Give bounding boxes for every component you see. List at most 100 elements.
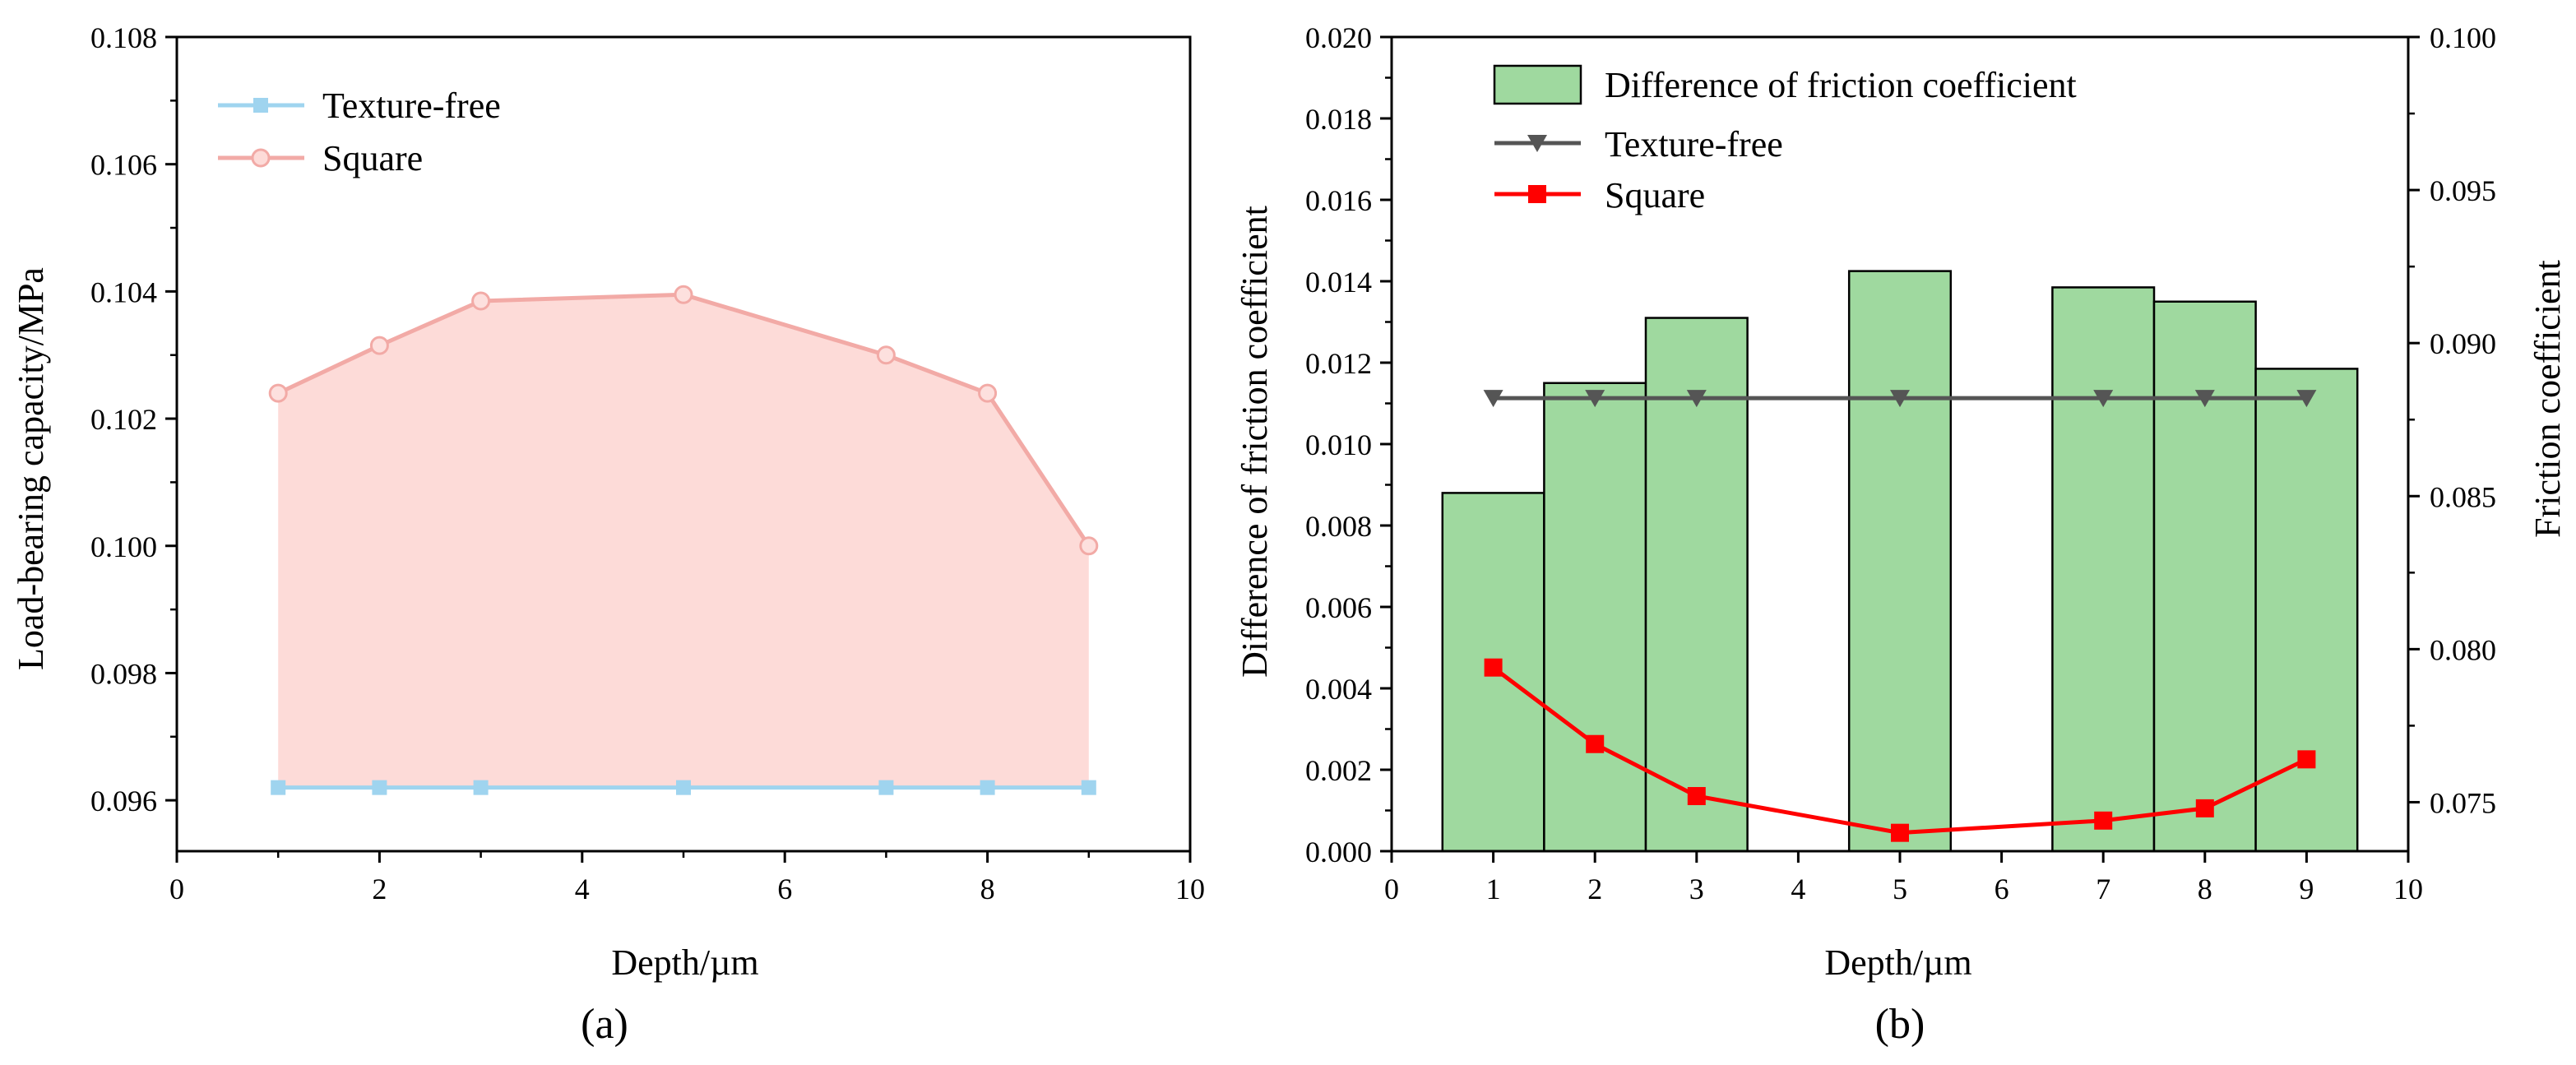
x-tick-label: 2: [372, 873, 387, 905]
panel-b-line-marks: [1483, 390, 2317, 842]
b-x-tick-label: 3: [1689, 873, 1704, 905]
panel-b-bars: [1441, 270, 2359, 853]
panel-a: 0 2 4 6 8 10 0.096 0.098 0.100 0.102 0.104 0.106 0.1…: [11, 21, 1205, 1048]
legend-b-texture-free-label: Texture-free: [1605, 124, 1783, 164]
panel-b-ticks: 0 1 2 3 4 5 6 7 8 9 10 0.000 0.002 0.004 0.006 0.008 0.0…: [1305, 21, 2496, 905]
b-y-tick-label: 0.012: [1305, 347, 1372, 380]
x-tick-label: 0: [169, 873, 184, 905]
b-y2-tick-label: 0.085: [2430, 480, 2496, 513]
texture-free-point: [878, 780, 894, 795]
b-texture-free-point: [2296, 390, 2317, 408]
legend-b-square-label: Square: [1605, 175, 1705, 215]
b-x-tick-label: 0: [1384, 873, 1399, 905]
b-y-tick-label: 0.004: [1305, 673, 1372, 706]
panel-b-caption: (b): [1875, 1001, 1925, 1048]
b-x-tick-label: 2: [1587, 873, 1602, 905]
b-y-tick-label: 0.010: [1305, 428, 1372, 461]
panel-b-left-y-axis-label: Difference of friction coefficient: [1235, 206, 1275, 678]
texture-free-point: [676, 780, 691, 795]
b-y-tick-label: 0.020: [1305, 21, 1372, 54]
square-point: [471, 291, 491, 311]
legend-texture-free-marker: [253, 98, 268, 113]
b-y2-tick-label: 0.090: [2430, 327, 2496, 360]
panel-b-x-axis-label: Depth/µm: [1824, 942, 1971, 983]
y-tick-label: 0.100: [90, 530, 157, 563]
texture-free-point: [980, 780, 995, 795]
difference-bar: [2152, 300, 2257, 853]
square-point: [1079, 536, 1099, 556]
b-square-point: [2195, 799, 2214, 817]
b-x-tick-label: 10: [2393, 873, 2423, 905]
legend-b-square-marker: [1528, 185, 1546, 203]
b-square-point: [1484, 658, 1503, 677]
texture-free-point: [372, 780, 387, 795]
legend-difference-label: Difference of friction coefficient: [1605, 65, 2077, 105]
y-tick-label: 0.096: [90, 785, 157, 817]
texture-free-point: [473, 780, 489, 795]
square-point: [369, 336, 389, 355]
y-tick-label: 0.102: [90, 403, 157, 436]
y-tick-label: 0.108: [90, 21, 157, 54]
panel-a-legend: Texture-free Square: [218, 86, 501, 178]
square-shaded-area: [278, 294, 1089, 788]
b-x-tick-label: 7: [2096, 873, 2110, 905]
b-texture-free-point: [2194, 390, 2215, 408]
texture-free-point: [271, 780, 286, 795]
b-y-tick-label: 0.002: [1305, 754, 1372, 787]
panel-a-caption: (a): [581, 1001, 628, 1048]
x-tick-label: 6: [777, 873, 792, 905]
b-y-tick-label: 0.018: [1305, 103, 1372, 136]
b-y-tick-label: 0.006: [1305, 591, 1372, 624]
b-texture-free-point: [1585, 390, 1605, 408]
b-x-tick-label: 1: [1486, 873, 1501, 905]
b-y-tick-label: 0.000: [1305, 836, 1372, 868]
b-x-tick-label: 4: [1791, 873, 1805, 905]
b-x-tick-label: 6: [1995, 873, 2009, 905]
b-texture-free-point: [2093, 390, 2114, 408]
panel-b-right-y-axis-label: Friction coefficient: [2527, 260, 2568, 538]
x-tick-label: 8: [980, 873, 995, 905]
b-y-tick-label: 0.008: [1305, 510, 1372, 543]
b-y2-tick-label: 0.075: [2430, 786, 2496, 819]
b-y2-tick-label: 0.095: [2430, 174, 2496, 207]
b-y-tick-label: 0.014: [1305, 266, 1372, 299]
b-texture-free-point: [1686, 390, 1707, 408]
legend-texture-free-label: Texture-free: [322, 86, 501, 126]
panel-a-y-axis-label: Load-bearing capacity/MPa: [11, 267, 51, 670]
b-x-tick-label: 8: [2198, 873, 2212, 905]
panel-b-legend: Difference of friction coefficient Textu…: [1493, 64, 2077, 215]
panel-b: 0 1 2 3 4 5 6 7 8 9 10 0.000 0.002 0.004 0.006 0.008 0.0…: [1235, 21, 2568, 1048]
texture-free-point: [1081, 780, 1096, 795]
b-x-tick-label: 9: [2299, 873, 2314, 905]
y-tick-label: 0.098: [90, 657, 157, 690]
b-y2-tick-label: 0.100: [2430, 21, 2496, 54]
panel-a-plot-marks: [268, 285, 1099, 795]
x-tick-label: 10: [1175, 873, 1205, 905]
b-texture-free-point: [1890, 390, 1910, 408]
b-square-point: [2297, 750, 2316, 769]
b-square-point: [2094, 811, 2113, 830]
x-tick-label: 4: [575, 873, 590, 905]
square-point: [978, 383, 998, 403]
y-tick-label: 0.106: [90, 149, 157, 182]
legend-square-label: Square: [322, 138, 423, 178]
b-x-tick-label: 5: [1893, 873, 1907, 905]
panel-a-x-axis-label: Depth/µm: [611, 942, 758, 983]
square-point: [876, 345, 896, 365]
b-y-tick-label: 0.016: [1305, 184, 1372, 217]
b-y2-tick-label: 0.080: [2430, 633, 2496, 666]
b-square-point: [1687, 787, 1706, 806]
y-tick-label: 0.104: [90, 276, 157, 308]
b-square-point: [1586, 734, 1605, 753]
legend-square-marker: [251, 148, 271, 168]
legend-b-texture-free-marker: [1527, 135, 1547, 152]
square-point: [268, 383, 288, 403]
panel-a-ticks: 0 2 4 6 8 10 0.096 0.098 0.100 0.102 0.104 0.106 0.1…: [90, 21, 1205, 905]
difference-bar: [2254, 368, 2359, 853]
difference-bar: [2051, 286, 2156, 853]
difference-bar: [1847, 270, 1953, 853]
difference-bar: [1543, 382, 1647, 853]
b-texture-free-point: [1483, 390, 1503, 408]
b-square-point: [1891, 823, 1909, 842]
